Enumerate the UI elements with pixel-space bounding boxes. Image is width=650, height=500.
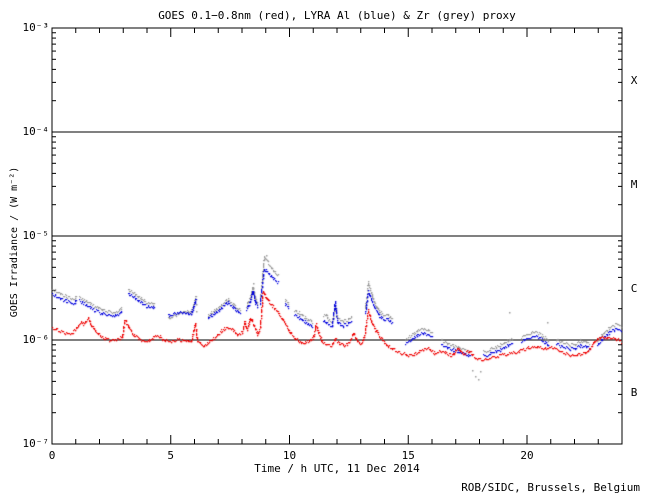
chart-canvas [0, 0, 650, 500]
plot-window: GOES 0.1−0.8nm (red), LYRA Al (blue) & Z… [0, 0, 650, 500]
